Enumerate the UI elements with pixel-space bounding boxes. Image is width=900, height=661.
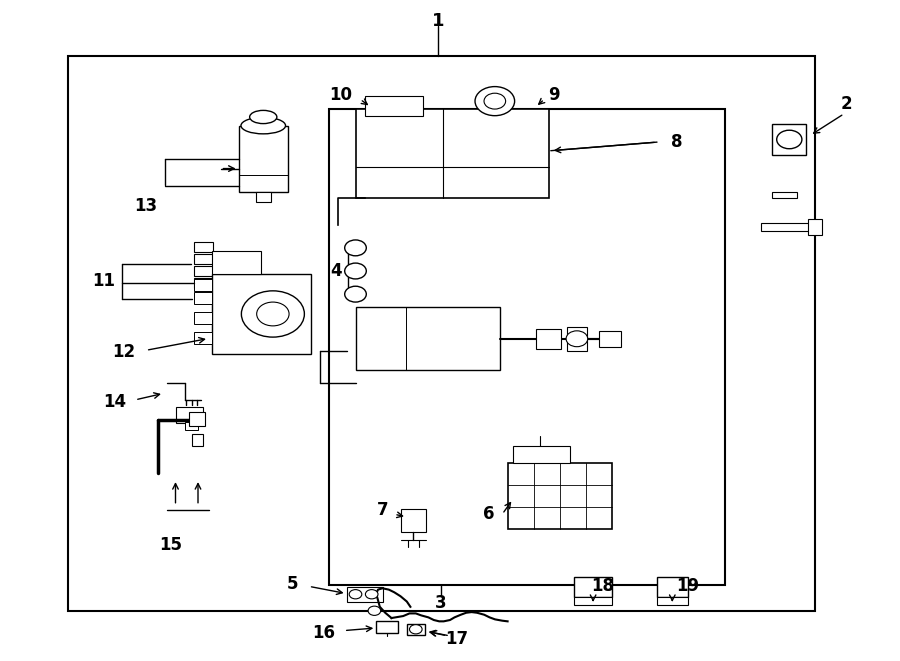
- Bar: [513, 446, 570, 463]
- Bar: [657, 577, 688, 597]
- Bar: [68, 56, 815, 611]
- Circle shape: [484, 93, 506, 109]
- Text: 5: 5: [287, 575, 298, 594]
- Bar: [194, 312, 212, 324]
- Bar: [772, 124, 806, 155]
- Bar: [194, 292, 212, 304]
- Circle shape: [475, 87, 515, 116]
- Text: 18: 18: [591, 577, 615, 596]
- Text: 17: 17: [445, 630, 468, 648]
- Bar: [212, 274, 310, 354]
- Bar: [808, 219, 822, 235]
- Circle shape: [777, 130, 802, 149]
- Text: 13: 13: [134, 197, 158, 215]
- Bar: [407, 624, 425, 635]
- Bar: [194, 242, 213, 252]
- Text: 11: 11: [92, 272, 115, 290]
- Ellipse shape: [241, 118, 285, 134]
- Bar: [574, 597, 612, 605]
- Text: 4: 4: [330, 262, 341, 280]
- Circle shape: [345, 286, 366, 302]
- Bar: [567, 327, 587, 350]
- Bar: [598, 330, 621, 346]
- Bar: [184, 422, 198, 430]
- Bar: [346, 587, 382, 602]
- Bar: [238, 126, 288, 192]
- Bar: [196, 289, 210, 301]
- Bar: [508, 463, 612, 529]
- Text: 8: 8: [671, 133, 682, 151]
- Ellipse shape: [249, 110, 277, 124]
- Circle shape: [368, 606, 381, 615]
- Circle shape: [256, 302, 289, 326]
- Text: 3: 3: [436, 594, 446, 612]
- Bar: [328, 109, 724, 585]
- Circle shape: [345, 240, 366, 256]
- Bar: [189, 412, 205, 426]
- Circle shape: [410, 625, 422, 634]
- Bar: [536, 329, 561, 349]
- Bar: [194, 278, 213, 288]
- Bar: [212, 251, 261, 274]
- Bar: [356, 307, 500, 370]
- Bar: [376, 621, 398, 633]
- Circle shape: [345, 263, 366, 279]
- Text: 16: 16: [312, 623, 336, 642]
- Bar: [400, 509, 426, 532]
- Bar: [364, 96, 423, 116]
- Bar: [256, 192, 271, 202]
- Bar: [194, 254, 213, 264]
- Bar: [194, 266, 213, 276]
- Circle shape: [349, 590, 362, 599]
- Text: 19: 19: [676, 577, 699, 596]
- Bar: [194, 279, 212, 291]
- Text: 10: 10: [328, 85, 352, 104]
- Circle shape: [241, 291, 304, 337]
- Text: 7: 7: [377, 501, 388, 520]
- Circle shape: [566, 330, 588, 346]
- Bar: [657, 597, 688, 605]
- Circle shape: [365, 590, 378, 599]
- Bar: [192, 434, 202, 446]
- Text: 6: 6: [483, 505, 494, 524]
- Bar: [194, 332, 212, 344]
- Text: 1: 1: [432, 12, 445, 30]
- Bar: [760, 223, 819, 231]
- Bar: [574, 577, 612, 597]
- Bar: [176, 407, 202, 423]
- Text: 15: 15: [159, 536, 183, 555]
- Bar: [356, 109, 549, 198]
- Bar: [772, 192, 797, 198]
- Text: 12: 12: [112, 342, 136, 361]
- Text: 9: 9: [548, 85, 559, 104]
- Text: 2: 2: [841, 95, 851, 114]
- Text: 14: 14: [104, 393, 127, 411]
